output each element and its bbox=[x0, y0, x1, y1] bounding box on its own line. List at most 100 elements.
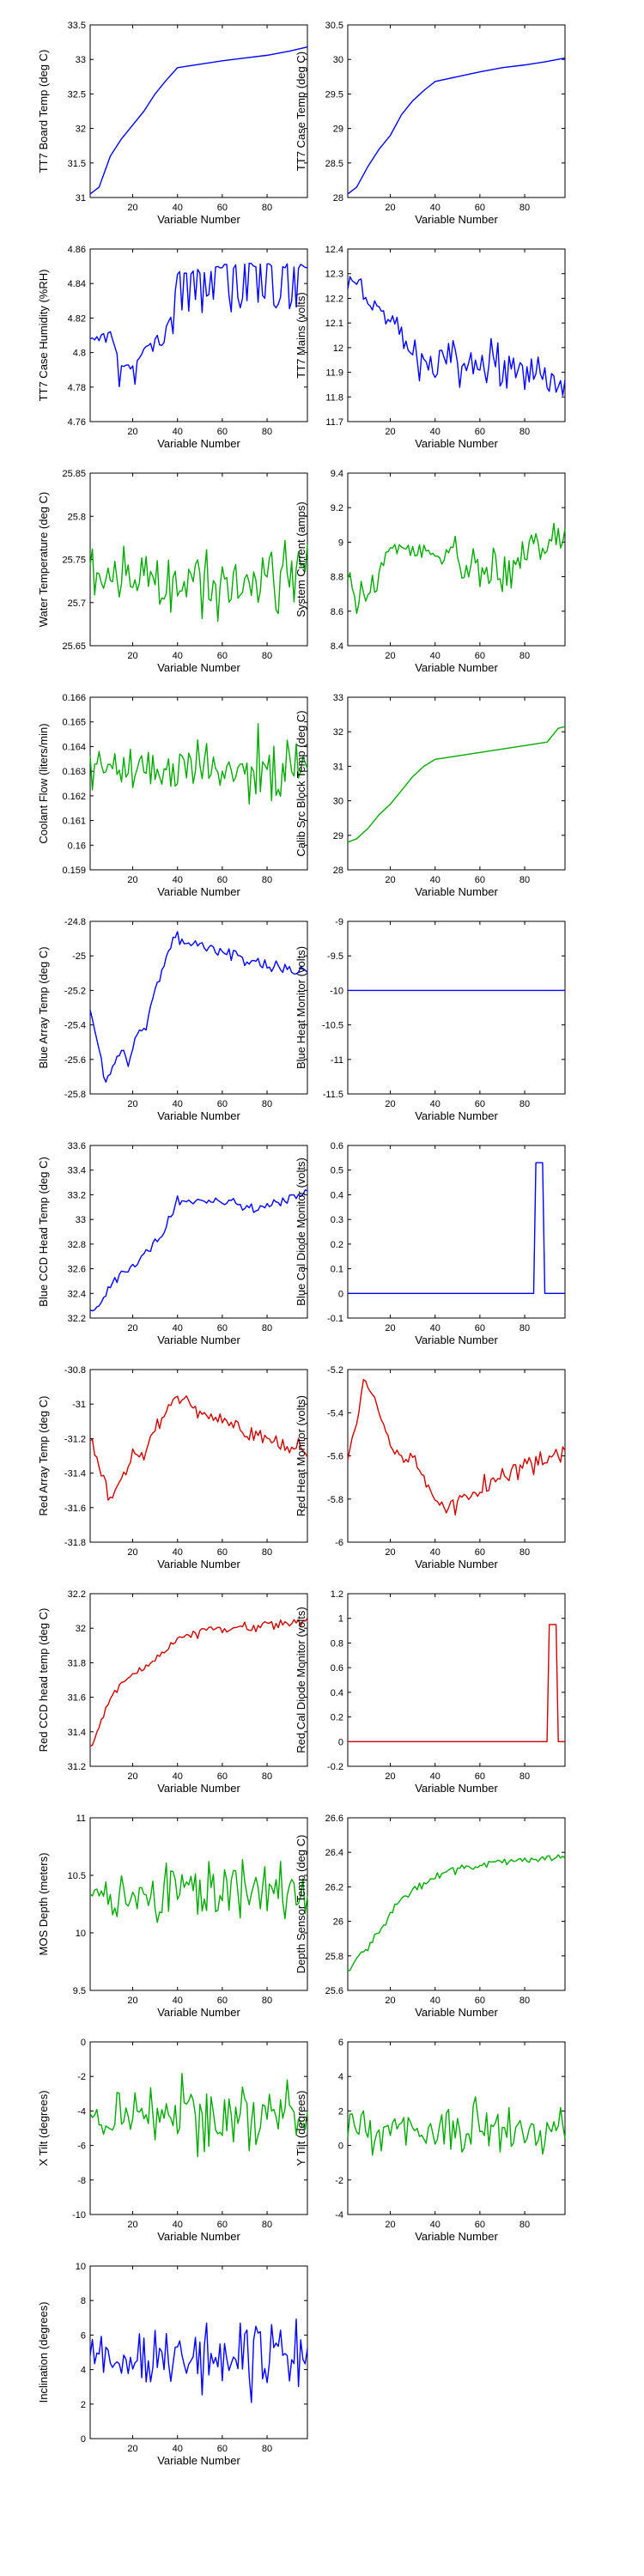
y-tick-label: 26.2 bbox=[325, 1882, 343, 1893]
y-tick-label: 33 bbox=[76, 1215, 86, 1225]
plot-frame bbox=[89, 24, 308, 198]
series-line-red-cal-diode-monitor bbox=[348, 1624, 565, 1742]
chart-water-temperature: 25.65 25.7 25.75 25.8 25.85 20 40 60 80 Variable … bbox=[37, 469, 308, 674]
x-tick-label: 20 bbox=[385, 1547, 395, 1558]
y-tick-label: -31.4 bbox=[64, 1469, 86, 1479]
y-tick-label: -6 bbox=[77, 2142, 86, 2152]
y-tick-label: -6 bbox=[335, 1538, 343, 1548]
y-tick-label: -9.5 bbox=[327, 951, 343, 962]
y-tick-label: 2 bbox=[338, 2106, 343, 2117]
chart-tt7-case-temp: 28 28.5 29 29.5 30 30.5 20 40 60 80 Variable Numbe… bbox=[295, 21, 566, 226]
x-tick-label: 20 bbox=[385, 651, 395, 661]
series-line-blue-ccd-head-temp bbox=[89, 1189, 308, 1312]
x-tick-label: 40 bbox=[430, 203, 440, 213]
y-tick-label: -25.6 bbox=[64, 1055, 86, 1066]
x-axis-label: Variable Number bbox=[415, 1558, 498, 1571]
x-tick-label: 20 bbox=[385, 1099, 395, 1109]
x-tick-label: 60 bbox=[217, 203, 228, 213]
x-axis-label: Variable Number bbox=[415, 885, 498, 898]
chart-tt7-board-temp: 31 31.5 32 32.5 33 33.5 20 40 60 80 Variable Numbe… bbox=[37, 21, 308, 226]
y-tick-label: -25.2 bbox=[64, 986, 86, 996]
x-axis-label: Variable Number bbox=[157, 885, 240, 898]
y-tick-label: 25.6 bbox=[325, 1986, 343, 1996]
y-tick-label: 0.4 bbox=[331, 1190, 343, 1200]
plot-frame bbox=[89, 920, 308, 1095]
y-tick-label: 0.161 bbox=[62, 817, 86, 827]
y-tick-label: 0.164 bbox=[62, 742, 86, 752]
x-tick-label: 40 bbox=[430, 1323, 440, 1334]
y-tick-label: 30 bbox=[333, 797, 343, 807]
y-tick-label: 0.16 bbox=[68, 841, 86, 851]
y-tick-label: 28 bbox=[333, 193, 343, 204]
y-tick-label: 0.163 bbox=[62, 767, 86, 777]
x-tick-label: 60 bbox=[475, 427, 485, 437]
y-tick-label: 0.2 bbox=[331, 1240, 343, 1250]
y-axis-label: Red Heat Monitor (volts) bbox=[295, 1395, 307, 1516]
y-tick-label: 8 bbox=[81, 2296, 86, 2306]
y-tick-label: -10.5 bbox=[322, 1021, 343, 1031]
x-tick-label: 40 bbox=[430, 1099, 440, 1109]
y-tick-label: 0.162 bbox=[62, 792, 86, 802]
y-tick-label: 32 bbox=[76, 1624, 86, 1634]
series-line-water-temperature bbox=[89, 539, 308, 623]
y-tick-label: 4.84 bbox=[68, 279, 86, 289]
x-tick-label: 20 bbox=[127, 1323, 137, 1334]
y-tick-label: 11.8 bbox=[325, 392, 343, 403]
chart-system-current: 8.4 8.6 8.8 9 9.2 9.4 20 40 60 80 Variable Number S… bbox=[295, 469, 566, 674]
y-tick-label: 0 bbox=[81, 2434, 86, 2445]
y-axis-label: TT7 Case Temp (deg C) bbox=[295, 52, 307, 171]
y-tick-label: 33.4 bbox=[68, 1166, 86, 1176]
y-tick-label: 8.4 bbox=[331, 641, 343, 652]
y-tick-label: 32 bbox=[333, 727, 343, 738]
x-axis-label: Variable Number bbox=[415, 661, 498, 674]
x-axis-label: Variable Number bbox=[415, 1109, 498, 1122]
y-tick-label: -24.8 bbox=[64, 917, 86, 927]
series-line-y-tilt bbox=[347, 2096, 566, 2156]
chart-blue-heat-monitor: -11.5 -11 -10.5 -10 -9.5 -9 20 40 60 80 Variable N… bbox=[295, 917, 566, 1122]
y-axis-label: Water Temperature (deg C) bbox=[37, 492, 50, 628]
y-tick-label: -0.1 bbox=[327, 1314, 343, 1324]
x-tick-label: 40 bbox=[430, 427, 440, 437]
y-tick-label: -5.8 bbox=[327, 1495, 343, 1505]
x-tick-label: 40 bbox=[173, 1099, 183, 1109]
x-axis-label: Variable Number bbox=[157, 2006, 240, 2019]
y-tick-label: -30.8 bbox=[64, 1365, 86, 1376]
plot-frame bbox=[347, 248, 566, 422]
y-tick-label: 12.2 bbox=[325, 294, 343, 304]
y-tick-label: 9.5 bbox=[73, 1986, 86, 1996]
plot-frame bbox=[347, 920, 566, 1095]
chart-blue-array-temp: -25.8 -25.6 -25.4 -25.2 -25 -24.8 20 40 60 80 Vari… bbox=[37, 917, 308, 1122]
y-tick-label: 25.7 bbox=[68, 598, 86, 609]
x-tick-label: 20 bbox=[385, 203, 395, 213]
x-tick-label: 40 bbox=[173, 2444, 183, 2454]
y-tick-label: 9 bbox=[338, 538, 343, 548]
chart-red-heat-monitor: -6 -5.8 -5.6 -5.4 -5.2 20 40 60 80 Variable Numbe… bbox=[295, 1365, 566, 1571]
plot-frame bbox=[347, 696, 566, 871]
y-tick-label: 12.3 bbox=[325, 270, 343, 280]
y-tick-label: -10 bbox=[72, 2210, 86, 2221]
y-tick-label: 29.5 bbox=[325, 89, 343, 100]
x-tick-label: 60 bbox=[475, 1996, 485, 2006]
y-tick-label: -11.5 bbox=[323, 1090, 343, 1100]
x-tick-label: 80 bbox=[262, 875, 272, 885]
y-tick-label: -31 bbox=[72, 1400, 86, 1410]
series-line-tt7-case-humidity bbox=[89, 262, 308, 387]
x-tick-label: 40 bbox=[173, 651, 183, 661]
x-axis-label: Variable Number bbox=[157, 1558, 240, 1571]
chart-tt7-mains: 11.7 11.8 11.9 12 12.1 12.2 12.3 12.4 20 40 60 80 Va… bbox=[295, 245, 566, 450]
y-tick-label: 4.82 bbox=[68, 313, 86, 324]
x-axis-label: Variable Number bbox=[157, 2230, 240, 2243]
plot-frame bbox=[347, 1145, 566, 1319]
chart-mos-depth: 9.5 10 10.5 11 20 40 60 80 Variable Number MOS De… bbox=[37, 1814, 308, 2019]
y-tick-label: 9.4 bbox=[331, 469, 343, 479]
y-tick-label: 4 bbox=[338, 2072, 343, 2082]
y-tick-label: 30 bbox=[333, 55, 343, 65]
y-tick-label: 32.2 bbox=[68, 1589, 86, 1600]
y-tick-label: 28 bbox=[333, 866, 343, 876]
y-tick-label: 0 bbox=[338, 1289, 343, 1299]
y-tick-label: 4 bbox=[81, 2366, 86, 2376]
y-tick-label: 33.5 bbox=[68, 21, 86, 31]
x-tick-label: 60 bbox=[217, 1547, 228, 1558]
y-tick-label: 0.8 bbox=[331, 1638, 343, 1649]
